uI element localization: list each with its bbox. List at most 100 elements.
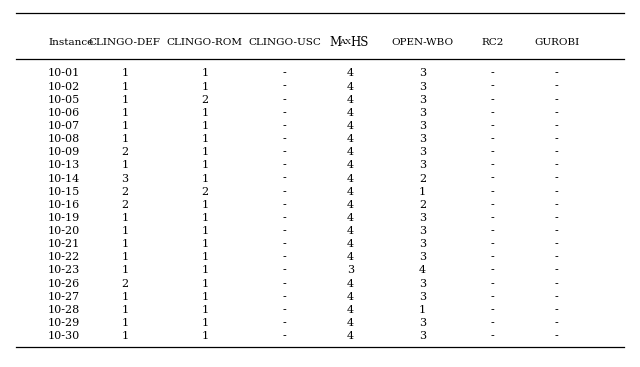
Text: 1: 1 xyxy=(201,68,209,79)
Text: 3: 3 xyxy=(419,95,426,105)
Text: 4: 4 xyxy=(347,200,355,210)
Text: 2: 2 xyxy=(121,200,129,210)
Text: 2: 2 xyxy=(419,174,426,184)
Text: -: - xyxy=(283,200,287,210)
Text: 1: 1 xyxy=(121,81,129,91)
Text: -: - xyxy=(555,305,559,315)
Text: 10-07: 10-07 xyxy=(48,121,80,131)
Text: 1: 1 xyxy=(201,81,209,91)
Text: 1: 1 xyxy=(201,213,209,223)
Text: 2: 2 xyxy=(121,187,129,197)
Text: 3: 3 xyxy=(419,252,426,262)
Text: 4: 4 xyxy=(347,239,355,249)
Text: -: - xyxy=(491,174,495,184)
Text: AX: AX xyxy=(339,38,351,46)
Text: 10-01: 10-01 xyxy=(48,68,80,79)
Text: 1: 1 xyxy=(419,305,426,315)
Text: 4: 4 xyxy=(347,121,355,131)
Text: -: - xyxy=(491,279,495,288)
Text: -: - xyxy=(283,134,287,144)
Text: 1: 1 xyxy=(121,305,129,315)
Text: -: - xyxy=(283,121,287,131)
Text: 3: 3 xyxy=(419,121,426,131)
Text: -: - xyxy=(491,160,495,170)
Text: 10-23: 10-23 xyxy=(48,265,80,276)
Text: -: - xyxy=(283,265,287,276)
Text: -: - xyxy=(555,134,559,144)
Text: -: - xyxy=(283,160,287,170)
Text: 4: 4 xyxy=(347,252,355,262)
Text: 1: 1 xyxy=(121,252,129,262)
Text: -: - xyxy=(491,292,495,302)
Text: 1: 1 xyxy=(201,108,209,118)
Text: 1: 1 xyxy=(201,279,209,288)
Text: -: - xyxy=(555,187,559,197)
Text: 4: 4 xyxy=(347,68,355,79)
Text: 10-30: 10-30 xyxy=(48,331,80,341)
Text: 10-16: 10-16 xyxy=(48,200,80,210)
Text: -: - xyxy=(555,226,559,236)
Text: 4: 4 xyxy=(347,147,355,157)
Text: -: - xyxy=(491,226,495,236)
Text: GUROBI: GUROBI xyxy=(534,38,579,47)
Text: 1: 1 xyxy=(201,265,209,276)
Text: 3: 3 xyxy=(347,265,355,276)
Text: HS: HS xyxy=(350,36,369,49)
Text: 1: 1 xyxy=(121,239,129,249)
Text: -: - xyxy=(283,305,287,315)
Text: -: - xyxy=(555,200,559,210)
Text: 1: 1 xyxy=(201,200,209,210)
Text: 4: 4 xyxy=(347,95,355,105)
Text: -: - xyxy=(491,108,495,118)
Text: -: - xyxy=(283,81,287,91)
Text: -: - xyxy=(283,331,287,341)
Text: -: - xyxy=(283,68,287,79)
Text: -: - xyxy=(555,318,559,328)
Text: 4: 4 xyxy=(419,265,426,276)
Text: 3: 3 xyxy=(419,81,426,91)
Text: 1: 1 xyxy=(201,252,209,262)
Text: 3: 3 xyxy=(419,292,426,302)
Text: -: - xyxy=(283,226,287,236)
Text: 10-19: 10-19 xyxy=(48,213,80,223)
Text: -: - xyxy=(283,279,287,288)
Text: -: - xyxy=(491,95,495,105)
Text: 1: 1 xyxy=(201,174,209,184)
Text: 10-27: 10-27 xyxy=(48,292,80,302)
Text: -: - xyxy=(491,318,495,328)
Text: 10-08: 10-08 xyxy=(48,134,80,144)
Text: 10-14: 10-14 xyxy=(48,174,80,184)
Text: 3: 3 xyxy=(419,160,426,170)
Text: -: - xyxy=(491,331,495,341)
Text: 2: 2 xyxy=(201,187,209,197)
Text: -: - xyxy=(555,68,559,79)
Text: -: - xyxy=(283,213,287,223)
Text: -: - xyxy=(491,200,495,210)
Text: 3: 3 xyxy=(419,147,426,157)
Text: -: - xyxy=(283,187,287,197)
Text: 10-05: 10-05 xyxy=(48,95,80,105)
Text: CLINGO-DEF: CLINGO-DEF xyxy=(89,38,161,47)
Text: 3: 3 xyxy=(419,68,426,79)
Text: 1: 1 xyxy=(121,95,129,105)
Text: 1: 1 xyxy=(201,331,209,341)
Text: 1: 1 xyxy=(121,226,129,236)
Text: 4: 4 xyxy=(347,134,355,144)
Text: -: - xyxy=(555,174,559,184)
Text: -: - xyxy=(491,239,495,249)
Text: -: - xyxy=(555,239,559,249)
Text: 3: 3 xyxy=(419,331,426,341)
Text: -: - xyxy=(555,160,559,170)
Text: 4: 4 xyxy=(347,160,355,170)
Text: 3: 3 xyxy=(419,279,426,288)
Text: 10-28: 10-28 xyxy=(48,305,80,315)
Text: Instance: Instance xyxy=(48,38,93,47)
Text: 10-06: 10-06 xyxy=(48,108,80,118)
Text: -: - xyxy=(555,95,559,105)
Text: 1: 1 xyxy=(201,121,209,131)
Text: M: M xyxy=(330,36,342,49)
Text: 4: 4 xyxy=(347,81,355,91)
Text: -: - xyxy=(283,108,287,118)
Text: 10-22: 10-22 xyxy=(48,252,80,262)
Text: 1: 1 xyxy=(201,239,209,249)
